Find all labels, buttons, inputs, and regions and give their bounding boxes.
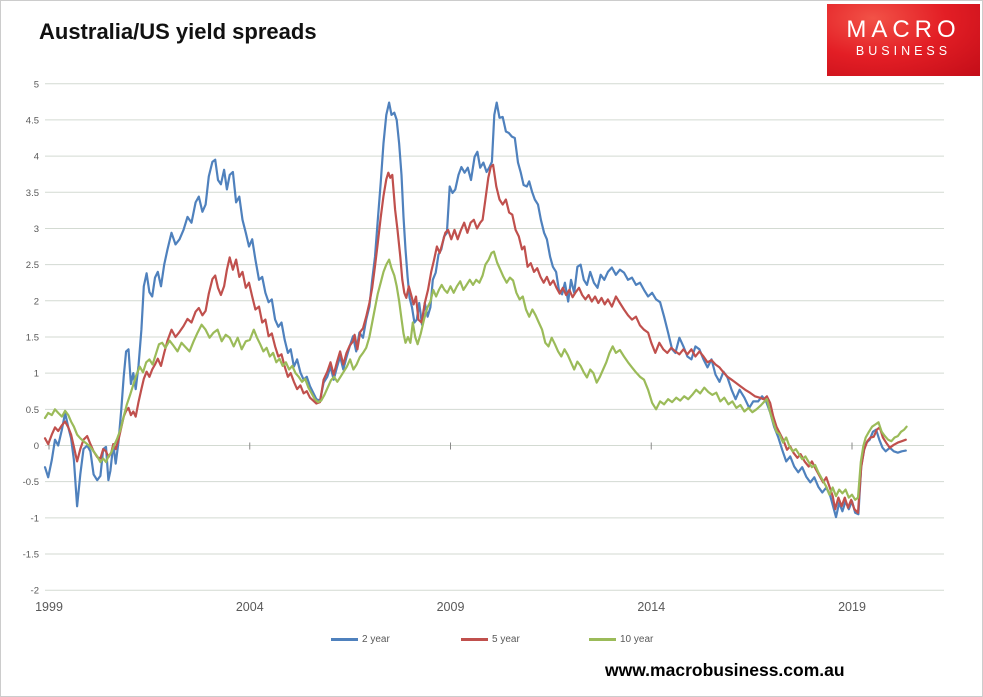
legend-item-10-year: 10 year (589, 632, 653, 646)
chart-title: Australia/US yield spreads (39, 19, 317, 44)
y-axis-label-3: 3 (34, 224, 39, 235)
y-axis-label--2: -2 (31, 586, 39, 597)
y-axis-label-2.5: 2.5 (26, 260, 39, 271)
y-axis-label-3.5: 3.5 (26, 188, 39, 199)
legend-item-5-year: 5 year (461, 632, 520, 646)
legend-swatch-10-year (589, 637, 616, 641)
legend-item-2-year: 2 year (331, 632, 390, 646)
website-link[interactable]: www.macrobusiness.com.au (605, 660, 845, 680)
logo-word-business: BUSINESS (855, 44, 952, 58)
series-line-10-year (43, 250, 908, 501)
y-axis-label-4.5: 4.5 (26, 115, 39, 126)
y-axis-label--1: -1 (31, 513, 39, 524)
y-axis-label-4: 4 (34, 152, 39, 163)
x-axis-label-2004: 2004 (236, 600, 264, 614)
x-axis-label-1999: 1999 (35, 600, 63, 614)
y-axis-label-2: 2 (34, 296, 39, 307)
y-axis-label-0: 0 (34, 441, 39, 452)
legend-label-10-year: 10 year (620, 633, 654, 645)
x-axis-label-2019: 2019 (838, 600, 866, 614)
legend-swatch-2-year (331, 637, 358, 641)
chart-legend: 2 year 5 year 10 year (1, 632, 982, 648)
y-axis-label--1.5: -1.5 (23, 550, 39, 561)
series-line-2-year (43, 101, 907, 519)
y-axis-label-1.5: 1.5 (26, 332, 39, 343)
y-axis-label-1: 1 (34, 369, 39, 380)
legend-swatch-5-year (461, 637, 488, 641)
y-axis-label-0.5: 0.5 (26, 405, 39, 416)
macrobusiness-logo[interactable]: MACRO BUSINESS (827, 4, 980, 76)
logo-word-macro: MACRO (846, 16, 961, 43)
x-axis-label-2014: 2014 (637, 600, 665, 614)
legend-label-2-year: 2 year (362, 633, 390, 645)
y-axis-label-5: 5 (34, 79, 39, 90)
y-axis-label--0.5: -0.5 (23, 477, 39, 488)
series-line-5-year (43, 163, 907, 514)
legend-label-5-year: 5 year (492, 633, 520, 645)
x-axis-label-2009: 2009 (437, 600, 465, 614)
